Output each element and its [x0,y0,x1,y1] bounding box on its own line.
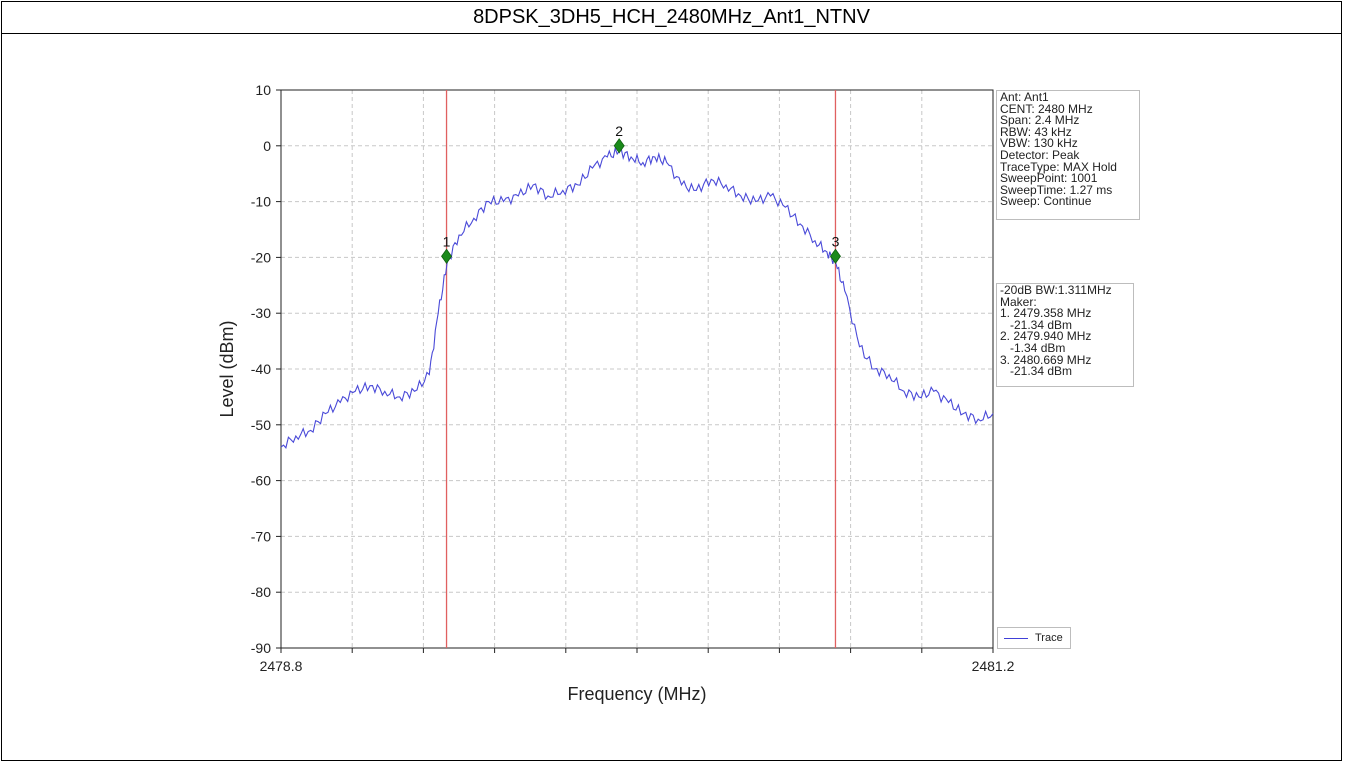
marker-3-point [829,248,841,264]
marker-info-line: -1.34 dBm [1000,340,1066,355]
y-tick-label: 10 [255,82,271,98]
y-tick-label: -30 [251,305,271,321]
marker-3-label: 3 [832,233,840,249]
chart-title: 8DPSK_3DH5_HCH_2480MHz_Ant1_NTNV [2,2,1341,34]
y-tick-label: -40 [251,361,271,377]
settings-info-line: SweepTime: 1.27 ms [1000,182,1113,197]
marker-1-label: 1 [443,233,451,249]
y-tick-label: -60 [251,473,271,489]
trace-line [280,146,994,449]
x-axis-label: Frequency (MHz) [567,684,706,704]
marker-2-label: 2 [615,123,623,139]
settings-info-line: Detector: Peak [1000,147,1080,162]
settings-info-line: SweepPoint: 1001 [1000,171,1098,186]
settings-info-line: RBW: 43 kHz [1000,124,1072,139]
marker-2-point [613,138,625,154]
y-tick-label: -50 [251,417,271,433]
marker-info-line: 3. 2480.669 MHz [1000,352,1092,367]
x-tick-label: 2478.8 [260,658,303,674]
y-tick-label: 0 [263,138,271,154]
marker-info-panel: -20dB BW:1.311MHz Maker: 1. 2479.358 MHz -… [996,283,1134,387]
y-tick-label: -10 [251,194,271,210]
y-tick-label: -90 [251,640,271,656]
settings-info-line: VBW: 130 kHz [1000,136,1078,151]
marker-info-line: Maker: [1000,294,1037,309]
marker-info-line: -21.34 dBm [1000,317,1073,332]
x-tick-label: 2481.2 [972,658,1015,674]
marker-info-line: -20dB BW:1.311MHz [1000,283,1112,297]
y-tick-label: -20 [251,249,271,265]
settings-info-line: TraceType: MAX Hold [1000,159,1117,174]
legend-trace-label: Trace [1035,632,1063,644]
legend: Trace [997,627,1071,649]
settings-info-line: Sweep: Continue [1000,194,1092,209]
settings-info-panel: Ant: Ant1 CENT: 2480 MHz Span: 2.4 MHz RBW:… [996,90,1140,220]
settings-info-line: CENT: 2480 MHz [1000,101,1093,116]
y-tick-label: -80 [251,584,271,600]
marker-info-line: -21.34 dBm [1000,364,1073,379]
marker-info-line: 2. 2479.940 MHz [1000,329,1092,344]
legend-trace-swatch [1004,638,1028,639]
marker-1-point [441,248,453,264]
y-tick-label: -70 [251,528,271,544]
settings-info-line: Ant: Ant1 [1000,90,1049,104]
settings-info-line: Span: 2.4 MHz [1000,113,1080,128]
marker-info-line: 1. 2479.358 MHz [1000,306,1092,321]
y-axis-label: Level (dBm) [217,320,237,417]
